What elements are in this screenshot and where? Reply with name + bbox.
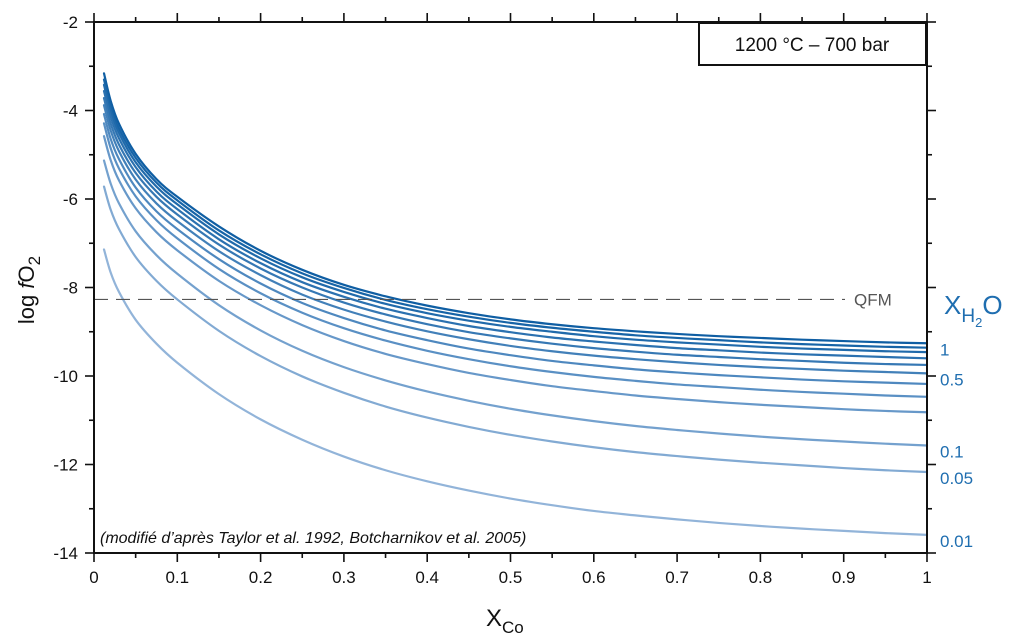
series-line-0_1 — [104, 161, 927, 446]
x-tick-label: 0.9 — [832, 568, 856, 587]
series-group-label-sub: H — [961, 306, 975, 327]
plot-frame — [94, 22, 927, 553]
series-line-1 — [104, 73, 927, 343]
x-tick-label: 0 — [89, 568, 98, 587]
y-tick-label: -14 — [53, 544, 78, 563]
x-tick-label: 0.2 — [249, 568, 273, 587]
series-end-label: 0.05 — [940, 469, 973, 488]
y-axis-title: log fO2 — [14, 256, 44, 324]
x-axis-title-sub: Co — [502, 618, 524, 637]
series-line-0_9 — [104, 80, 927, 348]
source-note: (modifié d’après Taylor et al. 1992, Bot… — [100, 530, 526, 547]
y-axis-title-main: log — [14, 289, 39, 324]
tick-marks — [85, 13, 936, 562]
x-tick-label: 0.6 — [582, 568, 606, 587]
y-tick-label: -12 — [53, 456, 78, 475]
x-tick-label: 1 — [922, 568, 931, 587]
y-tick-label: -10 — [53, 367, 78, 386]
series-group-label-tail: O — [982, 290, 1002, 320]
x-tick-label: 0.7 — [665, 568, 689, 587]
series-group-label-main: X — [944, 290, 961, 320]
y-tick-label: -2 — [63, 13, 78, 32]
y-axis-title-sub: 2 — [25, 256, 44, 265]
series-end-label: 0.1 — [940, 442, 964, 461]
x-tick-label: 0.5 — [499, 568, 523, 587]
condition-label: 1200 °C – 700 bar — [735, 35, 890, 56]
x-tick-label: 0.1 — [165, 568, 189, 587]
x-axis-title-main: X — [486, 605, 502, 632]
series-line-0_05 — [104, 187, 927, 472]
series-lines — [104, 73, 927, 535]
series-end-label: 1 — [940, 340, 949, 359]
series-end-label: 0.5 — [940, 370, 964, 389]
series-group-label: XH2O — [944, 290, 1003, 330]
y-axis-title-rest: O — [14, 265, 39, 282]
x-tick-label: 0.3 — [332, 568, 356, 587]
y-tick-label: -4 — [63, 102, 78, 121]
qfm-label: QFM — [854, 290, 892, 309]
x-axis-title: XCo — [486, 605, 524, 637]
x-tick-label: 0.8 — [749, 568, 773, 587]
y-tick-label: -8 — [63, 279, 78, 298]
x-tick-label: 0.4 — [415, 568, 439, 587]
series-end-label: 0.01 — [940, 532, 973, 551]
series-line-0_7 — [104, 91, 927, 358]
series-group-label-sub2: 2 — [975, 315, 982, 330]
y-tick-label: -6 — [63, 190, 78, 209]
